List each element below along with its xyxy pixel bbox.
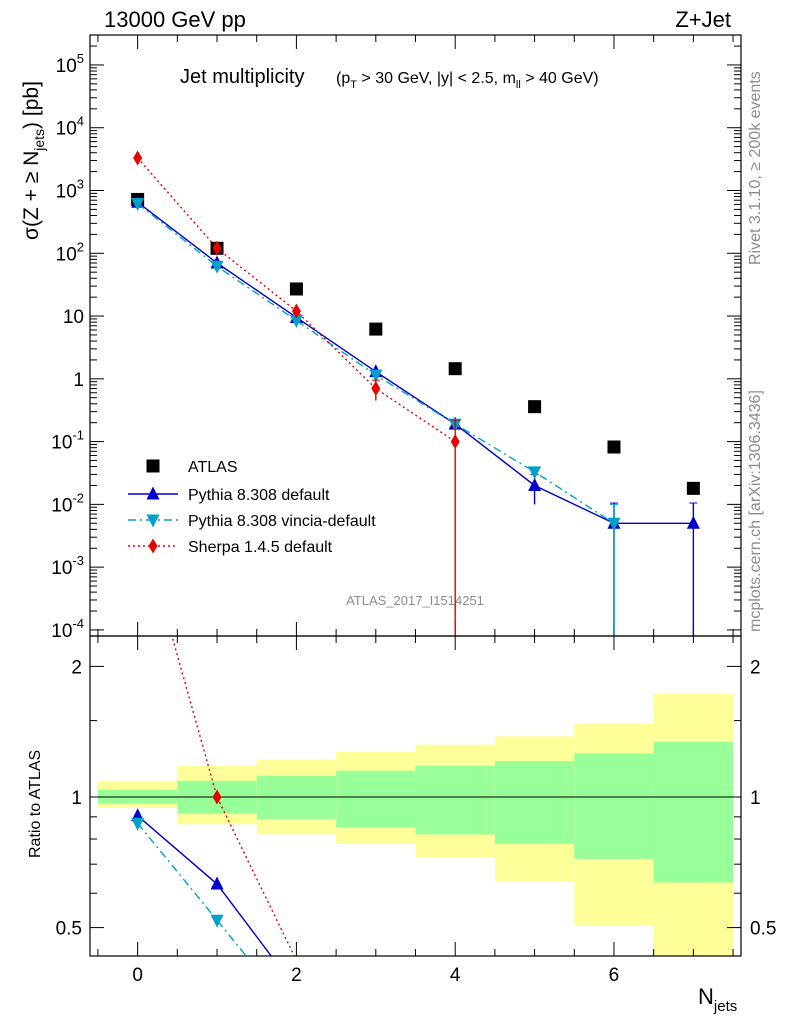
data-point <box>212 240 222 256</box>
y-tick-label: 10-1 <box>51 428 84 454</box>
data-point <box>450 434 460 450</box>
ratio-y-tick-label: 0.5 <box>56 919 82 940</box>
ratio-series-0 <box>131 808 273 956</box>
legend-label: Pythia 8.308 default <box>188 487 330 504</box>
y-tick-label: 102 <box>56 239 84 265</box>
ratio-point <box>210 914 224 928</box>
y-tick-label: 105 <box>56 51 84 77</box>
data-point <box>528 466 542 480</box>
ratio-line <box>137 815 273 956</box>
series-line <box>137 157 456 443</box>
ratio-line <box>137 822 248 956</box>
data-point <box>528 400 542 414</box>
y-tick-label: 10-3 <box>51 553 84 579</box>
header-left: 13000 GeV pp <box>104 7 246 32</box>
main-subtitle: (pT > 30 GeV, |y| < 2.5, mll > 40 GeV) <box>336 70 599 91</box>
data-point <box>371 381 381 397</box>
x-tick-label: 4 <box>450 965 461 986</box>
legend-label: Pythia 8.308 vincia-default <box>188 513 376 530</box>
ratio-panel: 0.5 0.5 1 1 2 2 0 2 4 6 <box>56 635 776 986</box>
x-tick-label: 6 <box>609 965 620 986</box>
ratio-y-tick-label: 2 <box>71 657 82 678</box>
ratio-series-1 <box>131 817 248 956</box>
uncertainty-band-green <box>653 741 734 883</box>
main-title: Jet multiplicity <box>180 66 304 88</box>
y-tick-label: 10 <box>63 307 84 328</box>
ratio-point <box>210 876 224 890</box>
x-tick-label: 2 <box>291 965 302 986</box>
data-point <box>686 515 700 529</box>
ratio-y-tick-label: 1 <box>71 788 82 809</box>
ratio-y-tick-label-right: 1 <box>750 788 761 809</box>
data-point <box>369 369 383 383</box>
data-point <box>448 362 462 376</box>
source-label: mcplots.cern.ch [arXiv:1306.3436] <box>747 390 764 632</box>
x-tick-label: 0 <box>132 965 143 986</box>
main-y-label: σ(Z + ≥ Njets) [pb] <box>20 81 47 240</box>
legend-marker <box>146 514 160 528</box>
series-3 <box>133 150 460 636</box>
ratio-point <box>212 789 222 805</box>
data-point <box>210 260 224 274</box>
series-line <box>137 201 694 524</box>
data-point <box>607 517 621 531</box>
data-point <box>289 314 303 328</box>
y-tick-label: 103 <box>56 176 84 202</box>
series-0 <box>131 192 700 495</box>
data-point <box>607 440 621 454</box>
ratio-content <box>90 636 741 956</box>
legend-marker <box>146 459 160 473</box>
uncertainty-band-green <box>415 765 495 835</box>
ratio-series-2 <box>171 636 296 956</box>
legend: ATLAS Pythia 8.308 default Pythia 8.308 vi… <box>128 459 376 556</box>
legend-label: Sherpa 1.4.5 default <box>188 539 333 556</box>
uncertainty-band-green <box>574 753 654 859</box>
data-point <box>369 322 383 336</box>
data-point <box>528 477 542 491</box>
ratio-point <box>131 817 145 831</box>
y-tick-label: 1 <box>73 370 84 391</box>
legend-label: ATLAS <box>188 459 238 476</box>
y-tick-label: 104 <box>56 114 84 140</box>
data-point <box>131 198 145 212</box>
header-right: Z+Jet <box>675 7 731 32</box>
series-2 <box>131 198 621 636</box>
main-panel: 10-4 10-3 10-2 10-1 1 10 102 103 104 105 <box>51 34 742 642</box>
legend-marker <box>148 538 158 554</box>
rivet-label: Rivet 3.1.10, ≥ 200k events <box>747 71 764 265</box>
data-point <box>289 282 303 296</box>
ratio-y-tick-label-right: 0.5 <box>750 919 776 940</box>
uncertainty-band-green <box>336 770 416 828</box>
legend-marker <box>146 486 160 500</box>
data-point <box>291 303 301 319</box>
ratio-y-label: Ratio to ATLAS <box>27 750 44 858</box>
y-tick-label: 10-2 <box>51 490 84 516</box>
y-tick-label: 10-4 <box>51 616 84 642</box>
uncertainty-band-green <box>494 761 575 844</box>
data-point <box>686 481 700 495</box>
analysis-watermark: ATLAS_2017_I1514251 <box>346 593 484 608</box>
data-point <box>133 150 143 166</box>
x-axis-label: Njets <box>698 984 737 1015</box>
ratio-y-tick-label-right: 2 <box>750 657 761 678</box>
ratio-line <box>171 636 296 956</box>
